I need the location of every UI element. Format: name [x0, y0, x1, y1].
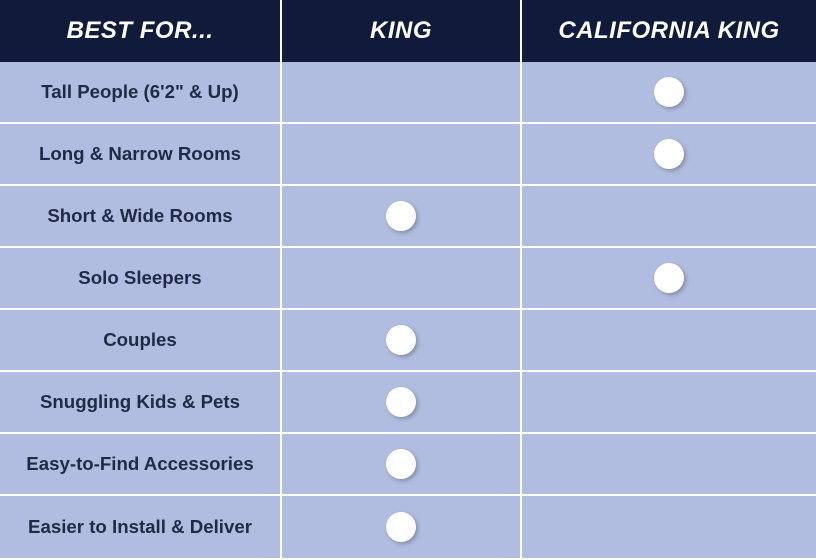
check-dot-icon [654, 139, 684, 169]
cell-california-king [522, 496, 816, 558]
row-label: Easier to Install & Deliver [0, 496, 282, 558]
table-row: Couples [0, 310, 816, 372]
cell-king [282, 372, 522, 432]
table-row: Easy-to-Find Accessories [0, 434, 816, 496]
row-label: Couples [0, 310, 282, 370]
table-row: Snuggling Kids & Pets [0, 372, 816, 434]
row-label: Long & Narrow Rooms [0, 124, 282, 184]
header-best-for: Best For... [0, 0, 282, 62]
cell-california-king [522, 186, 816, 246]
cell-king [282, 186, 522, 246]
cell-california-king [522, 124, 816, 184]
check-dot-icon [386, 201, 416, 231]
table-row: Tall People (6'2" & Up) [0, 62, 816, 124]
check-dot-icon [654, 77, 684, 107]
row-label: Snuggling Kids & Pets [0, 372, 282, 432]
table-row: Solo Sleepers [0, 248, 816, 310]
check-dot-icon [654, 263, 684, 293]
cell-king [282, 248, 522, 308]
check-dot-icon [386, 387, 416, 417]
table-row: Short & Wide Rooms [0, 186, 816, 248]
cell-california-king [522, 62, 816, 122]
cell-king [282, 496, 522, 558]
row-label: Tall People (6'2" & Up) [0, 62, 282, 122]
check-dot-icon [386, 449, 416, 479]
cell-king [282, 124, 522, 184]
cell-california-king [522, 248, 816, 308]
header-california-king: California King [522, 0, 816, 62]
table-header-row: Best For... King California King [0, 0, 816, 62]
check-dot-icon [386, 512, 416, 542]
cell-california-king [522, 434, 816, 494]
cell-king [282, 62, 522, 122]
table-row: Long & Narrow Rooms [0, 124, 816, 186]
table-row: Easier to Install & Deliver [0, 496, 816, 558]
table-body: Tall People (6'2" & Up)Long & Narrow Roo… [0, 62, 816, 558]
row-label: Short & Wide Rooms [0, 186, 282, 246]
cell-king [282, 310, 522, 370]
row-label: Solo Sleepers [0, 248, 282, 308]
check-dot-icon [386, 325, 416, 355]
cell-california-king [522, 372, 816, 432]
row-label: Easy-to-Find Accessories [0, 434, 282, 494]
header-king: King [282, 0, 522, 62]
cell-california-king [522, 310, 816, 370]
comparison-table: Best For... King California King Tall Pe… [0, 0, 816, 558]
cell-king [282, 434, 522, 494]
